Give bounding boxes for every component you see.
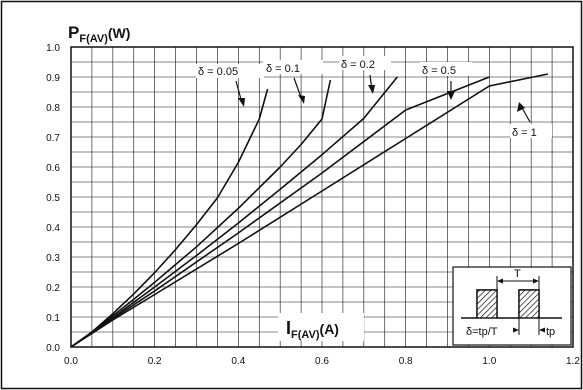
inset-pulse-2 — [518, 289, 540, 319]
x-axis-label-box: IF(AV)(A) — [278, 313, 364, 341]
arrowhead-delta-0.2 — [368, 85, 375, 94]
x-tick-label: 0.4 — [231, 356, 245, 367]
inset-period-arrowhead-right — [533, 278, 539, 284]
label-bg-4 — [420, 62, 472, 76]
x-axis-label-unit: (A) — [320, 321, 339, 337]
y-tick-label: 0.2 — [46, 283, 60, 294]
inset-tp-arrowhead-right — [539, 327, 545, 333]
y-axis-label-unit: (W) — [108, 25, 131, 41]
y-tick-label: 0.8 — [46, 103, 60, 114]
label-bg-2 — [263, 60, 323, 74]
label-delta-0.5: δ = 0.5 — [422, 65, 456, 77]
inset-pulse-1 — [476, 289, 498, 319]
inset-box — [452, 266, 572, 346]
inset-period-arrowhead-left — [497, 278, 503, 284]
curves — [70, 73, 549, 348]
inset-formula: δ=tp/T — [466, 326, 498, 338]
label-bg-1 — [196, 64, 264, 78]
x-tick-label: 1.2 — [566, 356, 580, 367]
y-tick-label: 0.3 — [46, 253, 60, 264]
curve-series-5 — [70, 73, 549, 348]
x-tick-label: 0.0 — [64, 356, 78, 367]
plot-area-border — [70, 46, 574, 348]
curve-series-1 — [70, 88, 269, 348]
label-bg-3 — [339, 56, 391, 70]
curve-labels: δ = 0.05 δ = 0.1 δ = 0.2 δ = 0.5 δ = 1 — [196, 56, 552, 139]
y-tick-label: 0.6 — [46, 163, 60, 174]
label-delta-1: δ = 1 — [512, 127, 537, 139]
arrowhead-delta-0.05 — [238, 98, 245, 107]
arrowhead-delta-0.5 — [447, 91, 455, 100]
label-bg-5 — [510, 124, 552, 138]
y-tick-label: 0.0 — [46, 343, 60, 354]
x-axis-label: IF(AV)(A) — [286, 318, 339, 341]
y-tick-label: 0.9 — [46, 73, 60, 84]
label-delta-0.1: δ = 0.1 — [266, 63, 300, 75]
y-tick-label: 0.1 — [46, 313, 60, 324]
inset-period-label: T — [514, 268, 521, 280]
label-delta-0.05: δ = 0.05 — [198, 66, 238, 78]
curve-series-2 — [70, 79, 332, 348]
x-tick-label: 1.0 — [482, 356, 496, 367]
x-tick-label: 0.2 — [148, 356, 162, 367]
inset-tp-label: tp — [546, 326, 555, 338]
label-delta-0.2: δ = 0.2 — [341, 59, 375, 71]
x-tick-labels: 0.0 0.2 0.4 0.6 0.8 1.0 1.2 — [64, 356, 580, 367]
x-tick-label: 0.8 — [399, 356, 413, 367]
arrowhead-delta-1 — [517, 102, 525, 112]
y-tick-label: 0.7 — [46, 133, 60, 144]
y-axis-label-sub: F(AV) — [79, 33, 108, 45]
arrowhead-delta-0.1 — [298, 95, 305, 104]
y-tick-label: 0.4 — [46, 223, 60, 234]
x-axis-label-main: I — [286, 318, 291, 338]
x-axis-label-sub: F(AV) — [291, 329, 320, 341]
y-axis-label-main: P — [68, 23, 79, 42]
duty-cycle-inset: T δ=tp/T tp — [452, 266, 572, 346]
y-tick-labels: 0.0 0.1 0.2 0.3 0.4 0.5 0.6 0.7 0.8 0.9 1.0 — [46, 43, 60, 354]
x-tick-label: 0.6 — [315, 356, 329, 367]
x-axis-label-bg — [278, 313, 364, 341]
y-axis-label: PF(AV)(W) — [68, 23, 130, 45]
y-tick-label: 1.0 — [46, 43, 60, 54]
y-tick-label: 0.5 — [46, 193, 60, 204]
inset-tp-arrowhead-left — [513, 327, 519, 333]
